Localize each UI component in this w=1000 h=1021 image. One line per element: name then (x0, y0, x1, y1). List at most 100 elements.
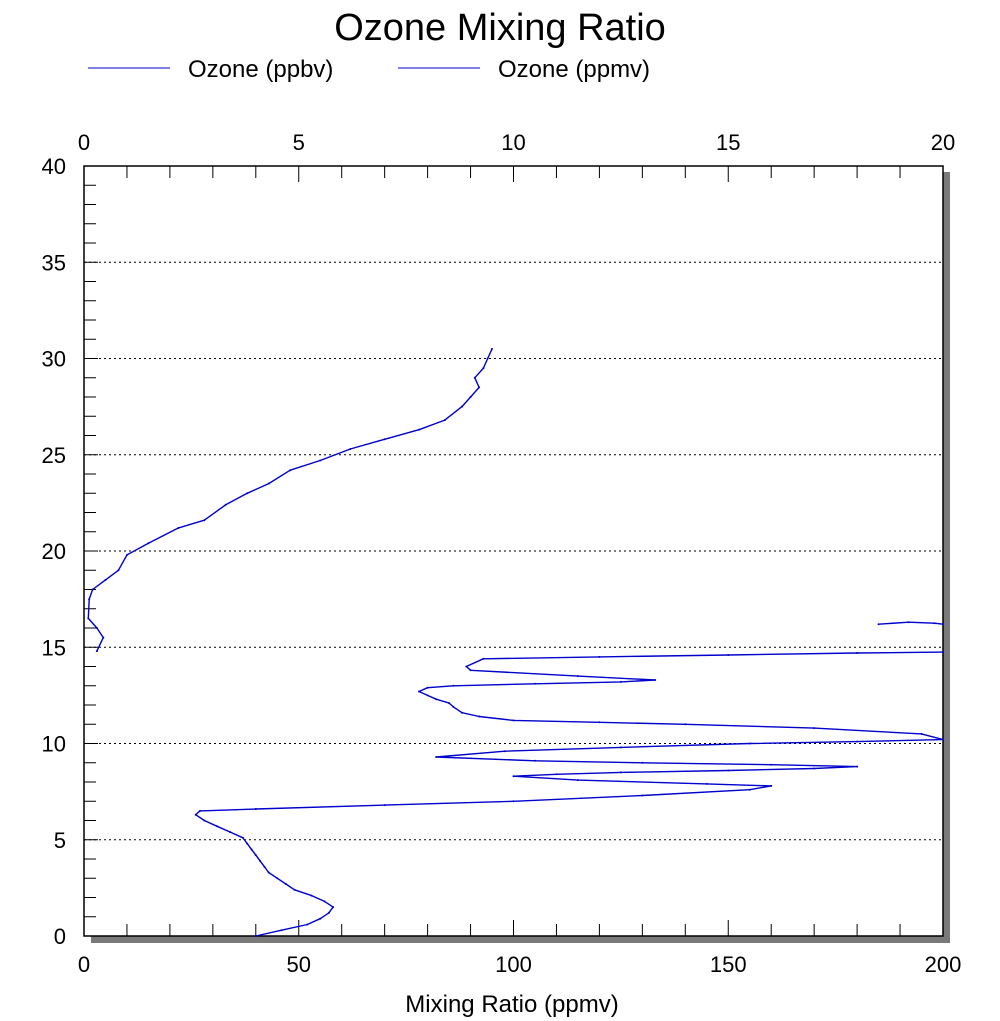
data-point (641, 794, 644, 797)
data-point (619, 680, 622, 683)
data-point (512, 719, 515, 722)
data-point (95, 650, 98, 653)
legend: Ozone (ppbv) Ozone (ppmv) (88, 56, 650, 83)
data-point (91, 588, 94, 591)
data-point (813, 727, 816, 730)
data-point (555, 773, 558, 776)
y-tick-label: 5 (54, 828, 66, 853)
data-point (619, 771, 622, 774)
data-point (478, 715, 481, 718)
data-point (748, 742, 751, 745)
data-point (770, 763, 773, 766)
legend-label-ppmv: Ozone (ppmv) (498, 56, 650, 83)
data-point (705, 782, 708, 785)
data-point (289, 469, 292, 472)
series-line-1 (87, 348, 493, 652)
data-point (426, 694, 429, 697)
data-point (254, 808, 257, 810)
data-point (293, 888, 296, 891)
x-bottom-tick-label: 50 (287, 952, 311, 977)
data-point (461, 711, 463, 714)
data-point (267, 482, 270, 485)
x-bottom-tick-label: 150 (710, 952, 747, 977)
data-point (933, 622, 936, 625)
data-point (284, 883, 287, 885)
tick-marks (83, 165, 944, 937)
data-point (942, 623, 944, 626)
x-top-tick-label: 10 (501, 130, 525, 155)
data-point (418, 690, 420, 693)
data-point (332, 906, 335, 909)
data-point (246, 842, 249, 845)
data-point (418, 428, 420, 431)
y-tick-label: 35 (42, 250, 66, 275)
data-point (770, 784, 773, 787)
data-point (280, 929, 283, 932)
data-point (482, 657, 485, 660)
data-point (323, 900, 326, 903)
data-point (856, 765, 859, 768)
y-tick-label: 10 (42, 732, 66, 757)
data-point (319, 917, 322, 920)
data-point (598, 721, 601, 724)
data-point (199, 809, 201, 812)
data-point (87, 617, 90, 620)
series-line-2 (878, 621, 944, 625)
y-tick-label: 40 (42, 154, 66, 179)
data-point (224, 503, 227, 506)
y-tick-label: 25 (42, 443, 66, 468)
x-top-tick-label: 0 (78, 130, 90, 155)
y-tick-label: 20 (42, 539, 66, 564)
data-point (469, 669, 472, 672)
data-point (310, 894, 313, 897)
chart-title: Ozone Mixing Ratio (334, 7, 666, 49)
data-point (748, 788, 751, 791)
x-axis-title: Mixing Ratio (ppmv) (405, 991, 618, 1018)
data-point (503, 750, 506, 753)
data-point (194, 813, 197, 816)
data-point (482, 367, 485, 370)
y-tick-label: 15 (42, 635, 66, 660)
data-point (435, 756, 438, 758)
data-point (229, 831, 231, 833)
data-point (177, 526, 180, 529)
data-point (95, 627, 98, 629)
data-point (267, 871, 270, 874)
frame-shadow-bottom (91, 936, 950, 943)
data-point (813, 767, 816, 770)
data-point (684, 723, 687, 726)
data-point (491, 347, 493, 350)
data-point (203, 519, 206, 522)
data-point (619, 746, 622, 749)
data-point (349, 448, 352, 450)
data-point (512, 775, 515, 778)
data-point (443, 419, 446, 422)
data-point (259, 859, 262, 862)
data-point (598, 655, 601, 658)
data-point (254, 935, 257, 937)
data-point (216, 825, 219, 828)
legend-label-ppbv: Ozone (ppbv) (188, 56, 333, 83)
x-bottom-tick-label: 100 (495, 952, 532, 977)
data-point (534, 682, 536, 685)
data-point (263, 865, 266, 868)
data-point (907, 621, 910, 624)
data-point (461, 405, 463, 408)
data-point (88, 598, 91, 601)
data-point (576, 779, 579, 782)
data-point (203, 819, 206, 822)
data-point (117, 569, 120, 572)
data-point (104, 578, 107, 581)
frame-shadow-right (943, 172, 950, 943)
data-point (877, 623, 880, 626)
data-point (942, 651, 944, 654)
data-point (512, 800, 515, 803)
data-point (319, 459, 322, 462)
data-point (435, 698, 438, 701)
data-point (241, 836, 244, 839)
data-point (473, 376, 476, 379)
data-point (469, 396, 472, 398)
y-tick-label: 0 (54, 924, 66, 949)
data-point (426, 686, 429, 689)
data-point (383, 438, 386, 441)
